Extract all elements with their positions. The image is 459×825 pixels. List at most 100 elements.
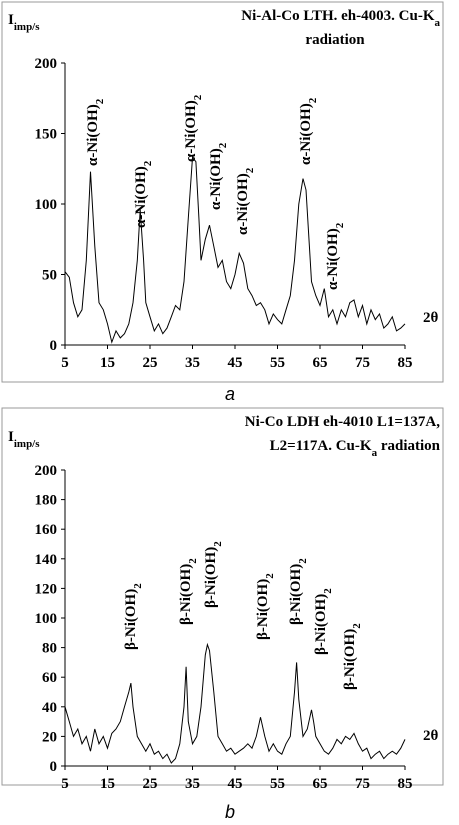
caption: a bbox=[225, 384, 235, 404]
x-tick-label: 5 bbox=[61, 355, 69, 371]
peak-annotation-part: α-Ni(OH) bbox=[85, 104, 101, 166]
y-axis-label: Iimp/s bbox=[8, 429, 40, 450]
pattern-line bbox=[64, 156, 406, 344]
x-tick-label: 65 bbox=[313, 355, 328, 371]
y-axis-label-sub: imp/s bbox=[14, 438, 40, 450]
chart-title: L2=117A. Cu-Ka radiation bbox=[270, 438, 441, 459]
y-axis-label-part: I bbox=[8, 429, 14, 445]
x-tick-label: 15 bbox=[100, 355, 115, 371]
chart-title-sub: a bbox=[435, 17, 441, 29]
peak-annotation-sub: 2 bbox=[142, 160, 154, 166]
x-tick-label: 25 bbox=[143, 776, 158, 792]
chart-title-part: Ni-Al-Co LTH. eh-4003. Cu-K bbox=[241, 8, 435, 24]
peak-annotation-part: α-Ni(OH) bbox=[133, 166, 149, 228]
peak-annotation-part: α-Ni(OH) bbox=[183, 100, 199, 162]
x-tick-label: 85 bbox=[398, 355, 413, 371]
x-tick-label: 45 bbox=[228, 355, 243, 371]
y-tick-label: 150 bbox=[35, 127, 58, 143]
peak-annotation: β-Ni(OH)2 bbox=[203, 541, 224, 608]
chart-title-part: radiation bbox=[305, 32, 365, 48]
chart-title: Ni-Co LDH eh-4010 L1=137A, bbox=[245, 414, 440, 430]
x-tick-label: 25 bbox=[143, 355, 158, 371]
peak-annotation-sub: 2 bbox=[192, 94, 204, 100]
y-tick-label: 180 bbox=[35, 493, 58, 509]
y-axis-label: Iimp/s bbox=[8, 12, 40, 33]
y-tick-label: 80 bbox=[42, 641, 57, 657]
peak-annotation-sub: 2 bbox=[187, 558, 199, 564]
chart-title-part: Ni-Co LDH eh-4010 L1=137A, bbox=[245, 414, 440, 430]
peak-annotation-part: α-Ni(OH) bbox=[298, 103, 314, 165]
peak-annotation-sub: 2 bbox=[244, 167, 256, 173]
y-tick-label: 140 bbox=[35, 552, 58, 568]
x-tick-label: 45 bbox=[228, 776, 243, 792]
x-tick-label: 55 bbox=[270, 355, 285, 371]
y-tick-label: 50 bbox=[42, 268, 57, 284]
peak-annotation-part: α-Ni(OH) bbox=[235, 173, 251, 235]
peak-annotation-part: β-Ni(OH) bbox=[203, 547, 219, 608]
peak-annotation-sub: 2 bbox=[264, 573, 276, 579]
peak-annotation-part: β-Ni(OH) bbox=[342, 629, 358, 690]
x-tick-label: 65 bbox=[313, 776, 328, 792]
y-tick-label: 100 bbox=[35, 611, 58, 627]
y-axis-label-part: I bbox=[8, 12, 14, 28]
peak-annotation: α-Ni(OH)2 bbox=[85, 98, 106, 166]
y-tick-label: 0 bbox=[50, 338, 58, 354]
peak-annotation-sub: 2 bbox=[212, 541, 224, 547]
frame bbox=[1, 407, 444, 786]
x-axis-label: 2θ bbox=[423, 310, 439, 326]
peak-annotation-part: β-Ni(OH) bbox=[123, 589, 139, 650]
peak-annotation-sub: 2 bbox=[132, 583, 144, 589]
peak-annotation: α-Ni(OH)2 bbox=[208, 142, 229, 210]
y-tick-label: 20 bbox=[42, 729, 57, 745]
peak-annotation: β-Ni(OH)2 bbox=[288, 558, 309, 625]
peak-annotation: α-Ni(OH)2 bbox=[298, 97, 319, 165]
chart-title-part: radiation bbox=[377, 438, 441, 454]
peak-annotation-part: α-Ni(OH) bbox=[208, 148, 224, 210]
peak-annotation: β-Ni(OH)2 bbox=[178, 558, 199, 625]
peak-annotation-sub: 2 bbox=[217, 142, 229, 148]
y-tick-label: 40 bbox=[42, 700, 57, 716]
chart-title-part: L2=117A. Cu-K bbox=[270, 438, 372, 454]
peak-annotation-part: β-Ni(OH) bbox=[178, 564, 194, 625]
peak-annotation-sub: 2 bbox=[307, 97, 319, 103]
x-tick-label: 55 bbox=[270, 776, 285, 792]
y-tick-label: 160 bbox=[35, 522, 58, 538]
peak-annotation: α-Ni(OH)2 bbox=[235, 167, 256, 235]
peak-annotation-sub: 2 bbox=[94, 98, 106, 104]
frame bbox=[1, 1, 444, 383]
chart-title: Ni-Al-Co LTH. eh-4003. Cu-Ka bbox=[241, 8, 440, 29]
peak-annotation: α-Ni(OH)2 bbox=[325, 222, 346, 290]
x-tick-label: 75 bbox=[355, 776, 370, 792]
chart-title-sub: a bbox=[372, 447, 378, 459]
pattern-line bbox=[64, 642, 406, 764]
x-tick-label: 35 bbox=[185, 776, 200, 792]
y-tick-label: 60 bbox=[42, 670, 57, 686]
peak-annotation-part: β-Ni(OH) bbox=[255, 579, 271, 640]
peak-annotation: α-Ni(OH)2 bbox=[183, 94, 204, 162]
y-axis-label-sub: imp/s bbox=[14, 21, 40, 33]
chart-title: radiation bbox=[305, 32, 365, 48]
peak-annotation-part: α-Ni(OH) bbox=[325, 228, 341, 290]
caption: b bbox=[225, 802, 235, 822]
peak-annotation-sub: 2 bbox=[297, 558, 309, 564]
peak-annotation: α-Ni(OH)2 bbox=[133, 160, 154, 228]
peak-annotation-part: β-Ni(OH) bbox=[288, 564, 304, 625]
peak-annotation-sub: 2 bbox=[334, 222, 346, 228]
peak-annotation: β-Ni(OH)2 bbox=[255, 573, 276, 640]
peak-annotation-sub: 2 bbox=[322, 588, 334, 594]
x-tick-label: 75 bbox=[355, 355, 370, 371]
y-tick-label: 120 bbox=[35, 581, 58, 597]
y-tick-label: 200 bbox=[35, 56, 58, 72]
peak-annotation: β-Ni(OH)2 bbox=[342, 623, 363, 690]
x-axis-label: 2θ bbox=[423, 728, 439, 744]
y-tick-label: 100 bbox=[35, 197, 58, 213]
y-tick-label: 0 bbox=[50, 759, 58, 775]
x-tick-label: 35 bbox=[185, 355, 200, 371]
x-tick-label: 15 bbox=[100, 776, 115, 792]
x-tick-label: 85 bbox=[398, 776, 413, 792]
y-tick-label: 200 bbox=[35, 463, 58, 479]
peak-annotation-part: β-Ni(OH) bbox=[313, 594, 329, 655]
peak-annotation-sub: 2 bbox=[351, 623, 363, 629]
peak-annotation: β-Ni(OH)2 bbox=[313, 588, 334, 655]
